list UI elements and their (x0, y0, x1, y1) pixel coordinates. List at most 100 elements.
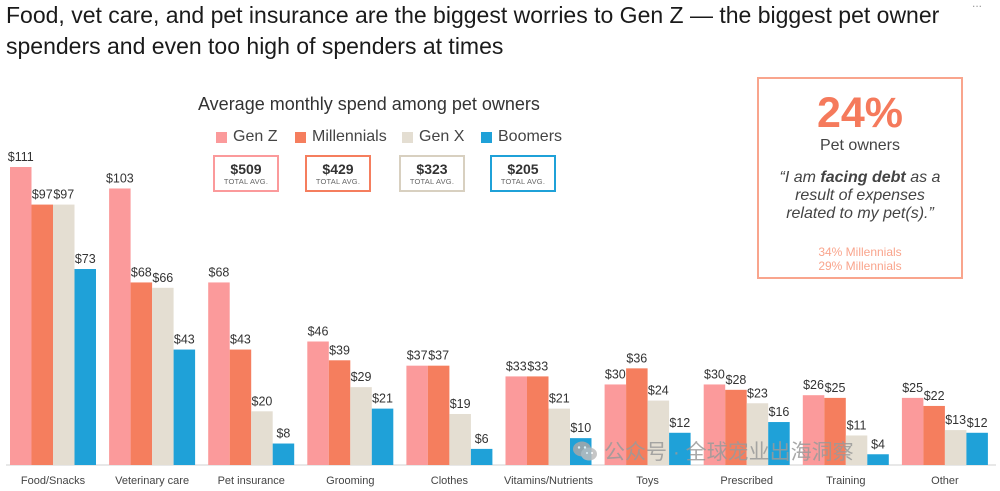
category-labels-group: Food/Snacks Veterinary care Pet insurance G… (21, 475, 959, 487)
bar-veterinary-care-boomers (173, 349, 196, 465)
bar-vitamins-nutrients-gen-z (505, 376, 527, 465)
category-label-training: Training (826, 475, 865, 487)
bar-veterinary-care-gen-x (152, 287, 174, 465)
bar-clothes-gen-x (449, 413, 471, 465)
bar-value-label: $46 (308, 325, 329, 339)
bar-pet-insurance-gen-z (208, 282, 230, 465)
category-label-vitamins-nutrients: Vitamins/Nutrients (504, 475, 594, 487)
watermark-text: 公众号 · 全球宠业出海洞察 (604, 441, 854, 464)
legend-label-millennials: Millennials (312, 128, 387, 145)
bar-value-label: $43 (230, 333, 251, 347)
bar-value-label: $12 (669, 416, 690, 430)
bar-value-label: $20 (252, 394, 273, 408)
bar-value-label: $39 (329, 343, 350, 357)
bar-value-label: $11 (847, 418, 867, 432)
total-box-boomers: $205 TOTAL AVG. (490, 155, 556, 192)
bar-value-label: $22 (924, 389, 945, 403)
quote-close: as a result of expenses related to my pe… (786, 169, 941, 222)
category-label-food-snacks: Food/Snacks (21, 475, 86, 487)
legend-millennials: Millennials (295, 127, 387, 147)
legend-label-gen-x: Gen X (419, 128, 465, 145)
bar-value-label: $21 (549, 392, 570, 406)
legend-boomers: Boomers (481, 127, 562, 147)
category-label-pet-insurance: Pet insurance (218, 475, 285, 487)
callout-quote: “I am facing debt as a result of expense… (773, 169, 947, 223)
bars-group (10, 167, 988, 466)
bar-value-label: $30 (605, 367, 626, 381)
debt-callout: 24% Pet owners “I am facing debt as a re… (757, 77, 963, 279)
headline: Food, vet care, and pet insurance are th… (6, 2, 940, 59)
bar-pet-insurance-millennials (229, 349, 252, 465)
total-caption-gen-z: TOTAL AVG. (223, 177, 269, 186)
bar-value-label: $24 (648, 384, 669, 398)
wechat-icon (573, 441, 597, 461)
bar-value-label: $29 (351, 370, 372, 384)
bar-value-label: $21 (372, 392, 393, 406)
bar-training-gen-z (802, 395, 825, 465)
bar-food-snacks-gen-x (53, 204, 75, 466)
bar-value-label: $68 (209, 265, 230, 279)
bar-labels-group: $111$97 $97$73$103$68 $66$43$68$43$20$8$46… (8, 150, 988, 451)
bar-other-gen-z (901, 397, 924, 465)
legend-swatch-gen-x (402, 131, 413, 143)
bar-vitamins-nutrients-millennials (527, 376, 549, 465)
bar-value-label: $66 (152, 271, 173, 285)
chart-title: Average monthly spend among pet owners (198, 94, 540, 114)
bar-value-label: $6 (475, 432, 489, 446)
bar-pet-insurance-gen-x (251, 411, 273, 465)
total-caption-boomers: TOTAL AVG. (500, 177, 546, 186)
bar-food-snacks-gen-z (10, 167, 32, 465)
bar-value-label: $111 (8, 150, 34, 164)
bar-training-gen-x (845, 435, 868, 465)
bar-veterinary-care-millennials (130, 282, 153, 465)
bar-other-gen-x (944, 430, 967, 465)
bar-grooming-gen-x (350, 387, 372, 465)
bar-clothes-boomers (470, 448, 493, 465)
bar-other-millennials (923, 405, 945, 465)
legend-gen-x: Gen X (402, 127, 464, 147)
callout-stat-1: 34% Millennials (818, 245, 902, 259)
category-label-grooming: Grooming (326, 475, 374, 487)
total-value-millennials: $429 (322, 161, 354, 177)
bar-value-label: $33 (527, 359, 548, 373)
bar-value-label: $97 (32, 188, 53, 202)
bar-value-label: $73 (75, 252, 96, 266)
total-box-gen-x: $323 TOTAL AVG. (399, 155, 465, 192)
bar-toys-gen-z (604, 384, 627, 465)
bar-prescribed-gen-z (703, 384, 726, 465)
bar-toys-millennials (626, 368, 648, 465)
total-box-millennials: $429 TOTAL AVG. (305, 155, 371, 192)
bar-training-boomers (867, 454, 889, 465)
legend-label-boomers: Boomers (498, 128, 563, 145)
callout-subject: Pet owners (819, 137, 901, 154)
bar-value-label: $37 (407, 349, 428, 363)
bar-grooming-gen-z (307, 341, 329, 465)
bar-value-label: $33 (506, 359, 527, 373)
callout-percent: 24% (816, 89, 904, 137)
bar-value-label: $23 (747, 386, 768, 400)
category-label-prescribed: Prescribed (720, 475, 773, 487)
bar-clothes-gen-z (406, 365, 428, 465)
bar-food-snacks-boomers (74, 269, 96, 465)
legend-swatch-gen-z (216, 131, 227, 143)
callout-stats: 34% Millennials 29% Millennials (759, 245, 961, 273)
legend-label-gen-z: Gen Z (233, 128, 278, 145)
bar-value-label: $13 (945, 413, 966, 427)
bar-veterinary-care-gen-z (109, 188, 131, 465)
bar-prescribed-gen-x (746, 403, 769, 465)
watermark: 公众号 · 全球宠业出海洞察 (572, 436, 854, 466)
bar-value-label: $10 (570, 421, 591, 435)
bar-value-label: $4 (871, 437, 885, 451)
total-caption-gen-x: TOTAL AVG. (409, 177, 455, 186)
category-label-toys: Toys (636, 475, 659, 487)
corner-mark: ... (972, 0, 983, 10)
total-value-boomers: $205 (507, 161, 539, 177)
bar-other-boomers (966, 432, 988, 465)
quote-emphasis: facing debt (820, 169, 906, 186)
bar-prescribed-boomers (768, 422, 790, 465)
bar-grooming-boomers (371, 408, 394, 465)
bar-vitamins-nutrients-gen-x (548, 408, 570, 465)
bar-toys-boomers (669, 432, 691, 465)
category-label-clothes: Clothes (431, 475, 469, 487)
